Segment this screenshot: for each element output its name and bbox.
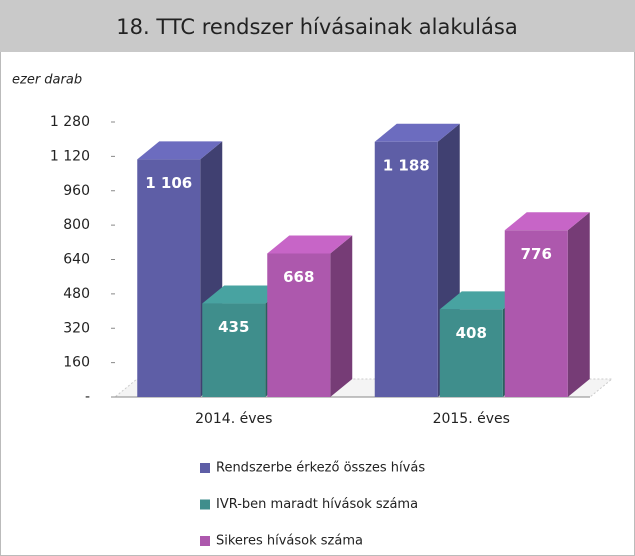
value-label: 408 <box>456 324 487 342</box>
bar-top <box>137 141 223 160</box>
bar <box>202 303 266 397</box>
bar-top <box>267 235 353 254</box>
legend-swatch <box>200 463 210 473</box>
value-label: 776 <box>521 245 552 263</box>
bar-top <box>202 285 288 304</box>
y-tick-label: 800 <box>63 217 90 233</box>
legend-label: Rendszerbe érkező összes hívás <box>216 461 425 476</box>
y-tick-label: - <box>85 389 90 405</box>
value-label: 435 <box>218 318 249 336</box>
y-tick-label: 160 <box>63 355 90 371</box>
bar-top <box>504 212 590 231</box>
bar-top <box>374 123 460 142</box>
x-tick-label: 2014. éves <box>195 411 272 427</box>
y-tick-label: 320 <box>63 320 90 336</box>
y-tick-label: 480 <box>63 286 90 302</box>
legend-swatch <box>200 536 210 546</box>
bar <box>504 230 568 397</box>
x-tick-label: 2015. éves <box>433 411 510 427</box>
bar <box>137 159 201 397</box>
legend-label: IVR-ben maradt hívások száma <box>216 497 418 512</box>
value-label: 668 <box>283 268 314 286</box>
bar-top <box>439 291 525 310</box>
title-bar <box>0 0 635 52</box>
y-tick-label: 640 <box>63 252 90 268</box>
y-tick-label: 1 120 <box>50 148 90 164</box>
bar <box>374 141 438 397</box>
bar <box>439 309 503 397</box>
bar-side <box>330 235 353 397</box>
y-tick-label: 1 280 <box>50 114 90 130</box>
legend-label: Sikeres hívások száma <box>216 534 363 549</box>
y-tick-label: 960 <box>63 183 90 199</box>
value-label: 1 106 <box>145 174 192 192</box>
bar-side <box>567 212 590 397</box>
chart-title: 18. TTC rendszer hívásainak alakulása <box>116 15 517 39</box>
legend-swatch <box>200 499 210 510</box>
value-label: 1 188 <box>383 156 430 174</box>
bar <box>267 253 331 397</box>
y-axis-label: ezer darab <box>12 73 82 88</box>
